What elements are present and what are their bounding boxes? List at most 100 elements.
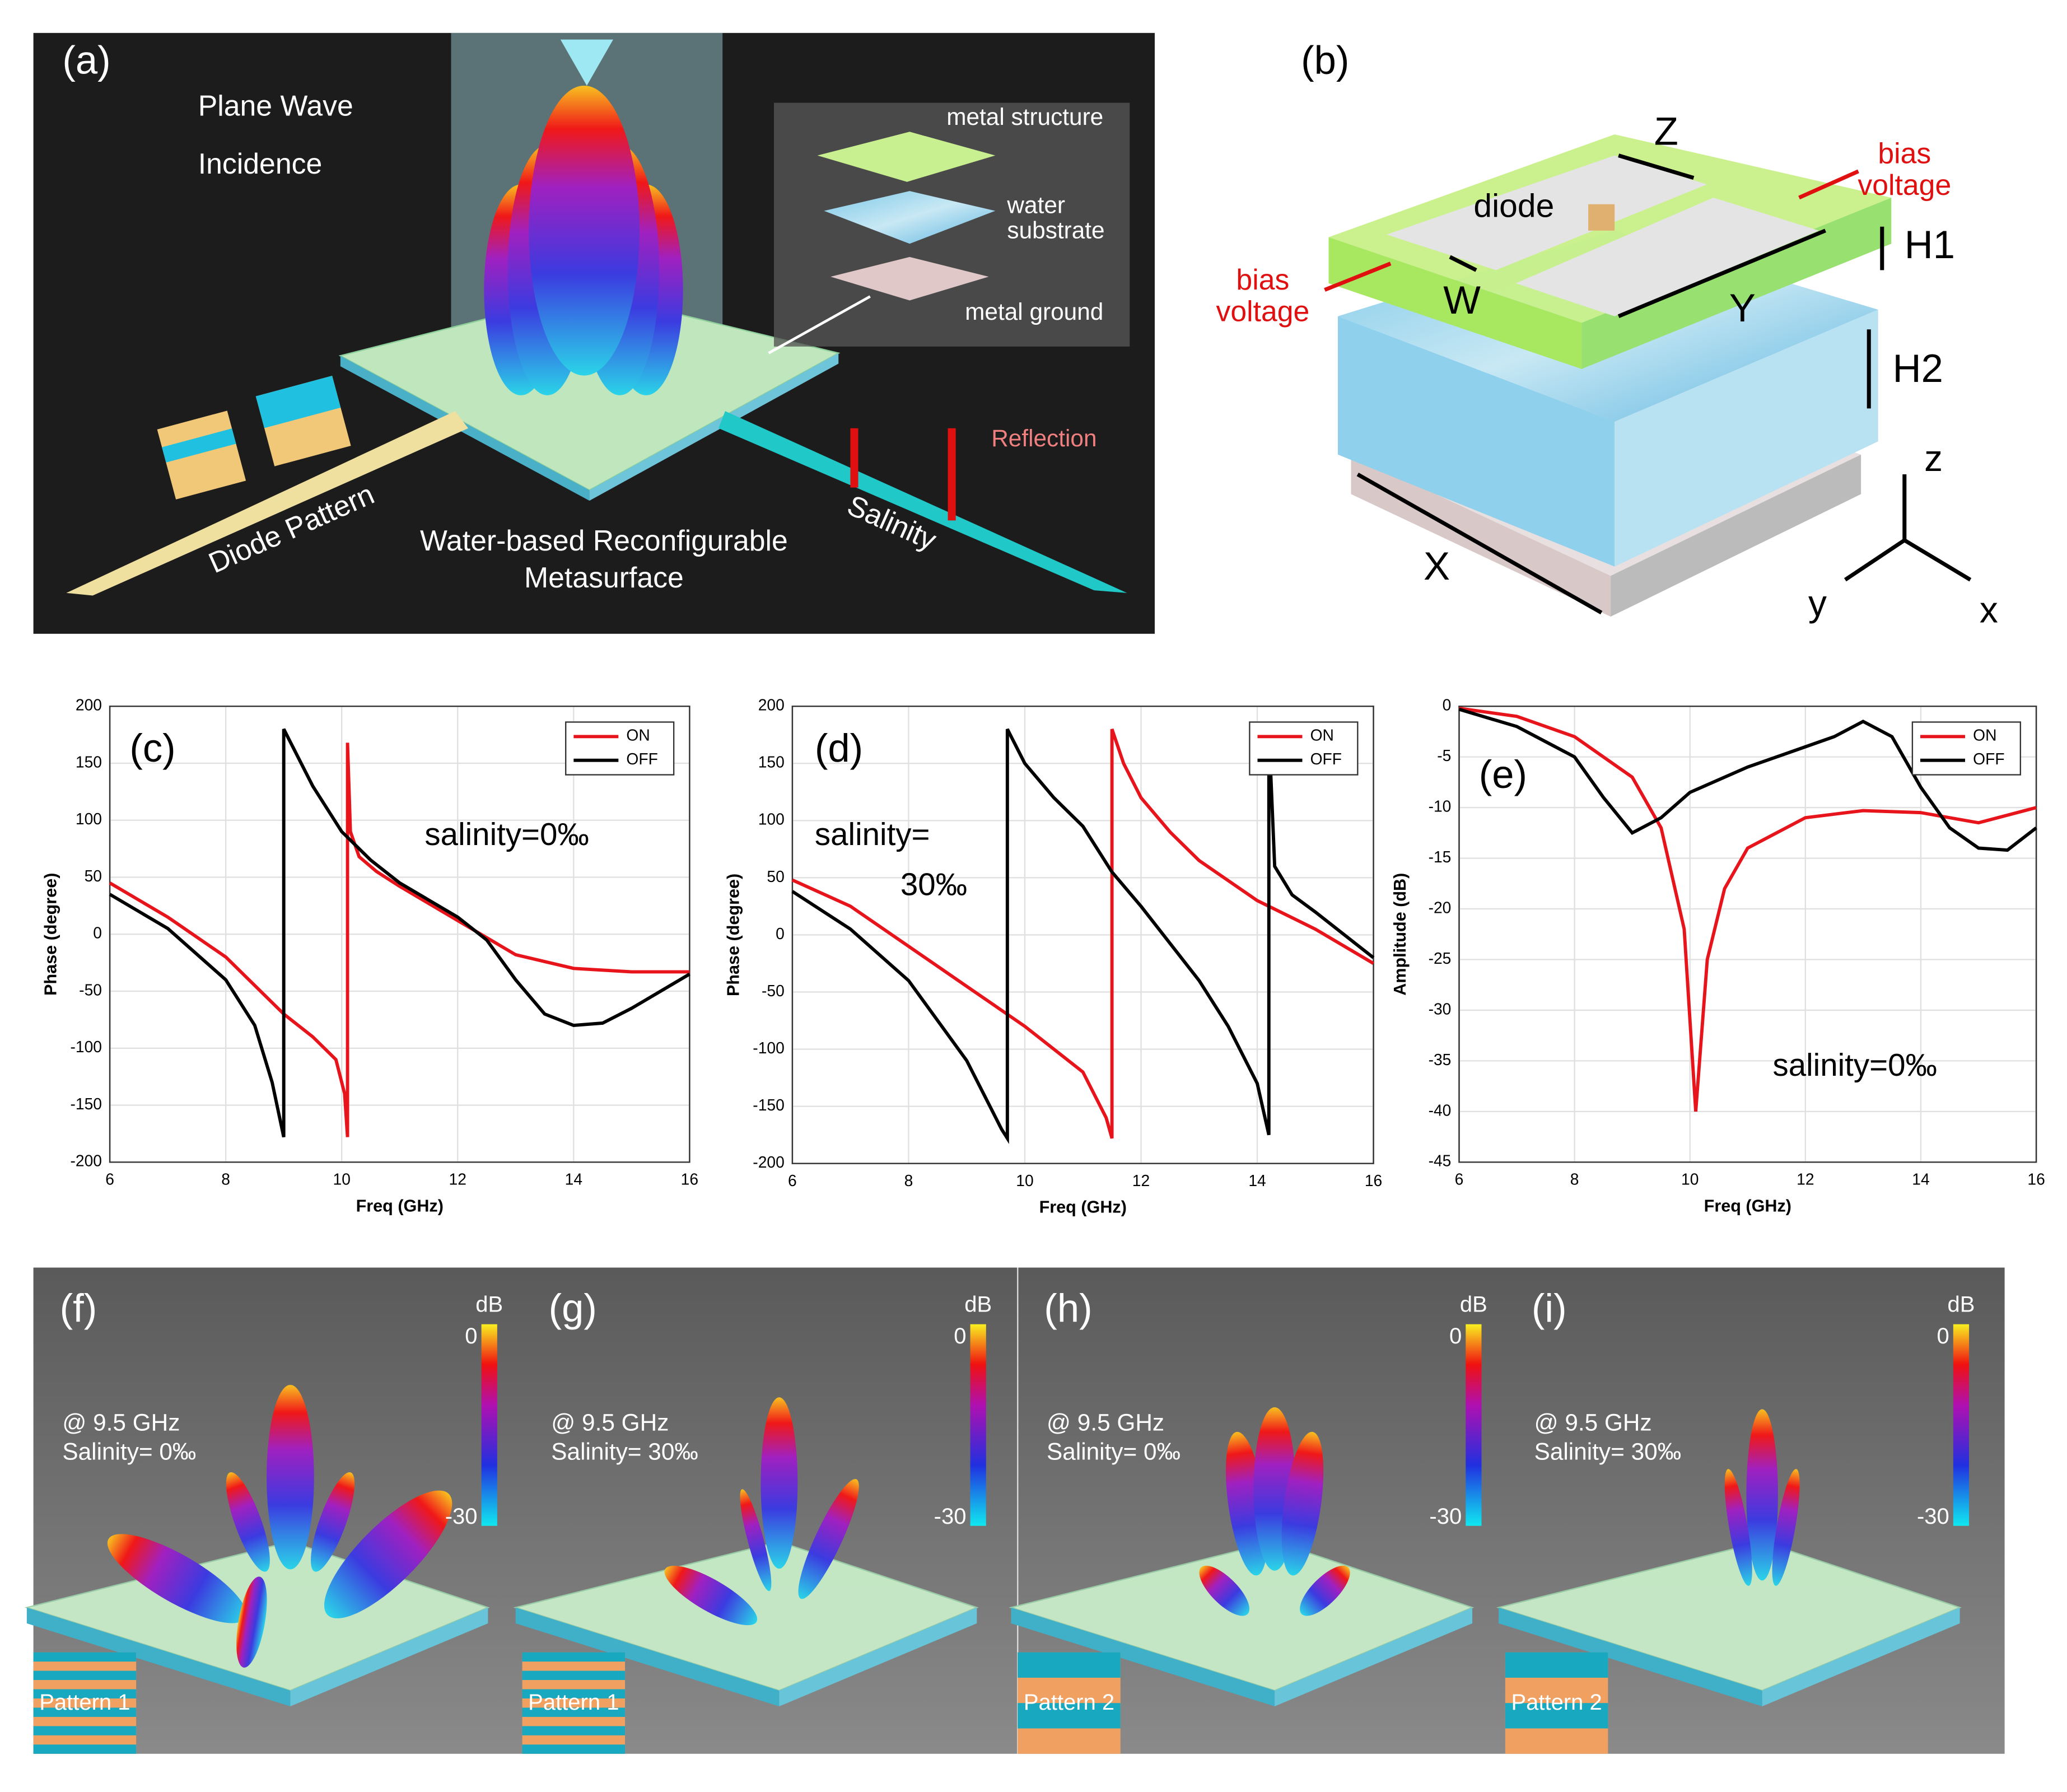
pattern-stripe	[33, 1744, 137, 1754]
bias-arrow	[1798, 169, 1859, 200]
main-lobe	[529, 85, 640, 376]
lobe	[107, 1534, 247, 1623]
plot-frame	[791, 706, 1374, 1164]
water-substrate	[1615, 309, 1878, 567]
y-tick-label: 200	[76, 696, 102, 714]
dimension-label: X	[1424, 544, 1450, 588]
panel-b: (b) Z H1 W Y H2 X diode bias voltage bia…	[1216, 38, 1998, 631]
axis-label: x	[1980, 589, 1998, 631]
colorbar-tick: 0	[1449, 1324, 1462, 1348]
lobe	[1724, 1469, 1752, 1586]
pattern-stripe	[33, 1707, 137, 1717]
colorbar-unit: dB	[1948, 1292, 1975, 1317]
metal-patch	[1387, 155, 1707, 270]
dimension-label: Z	[1654, 109, 1678, 153]
y-tick-label: 50	[85, 867, 102, 885]
bias-label: bias	[1878, 137, 1931, 169]
lobe	[226, 1472, 270, 1572]
pattern-stripe	[33, 1689, 137, 1698]
pattern-stripe	[33, 1652, 137, 1662]
pattern-stripe	[1505, 1703, 1608, 1729]
x-tick-label: 16	[1365, 1172, 1382, 1189]
x-axis-label: Freq (GHz)	[1704, 1196, 1791, 1215]
annotation: Salinity= 0‰	[1047, 1438, 1181, 1464]
colorbar-tick: 0	[465, 1324, 477, 1348]
y-tick-label: 100	[758, 810, 785, 828]
pattern-label: Pattern 2	[1024, 1690, 1114, 1715]
y-axis-label: Phase (degree)	[41, 873, 60, 996]
bias-arrow	[1324, 262, 1392, 292]
colorbar-tick: -30	[1917, 1504, 1949, 1529]
colorbar	[481, 1324, 497, 1526]
y-tick-label: 150	[758, 753, 785, 771]
pattern-stripe	[1505, 1652, 1608, 1678]
legend-box	[1249, 721, 1359, 776]
annotation: Salinity= 30‰	[1534, 1438, 1681, 1464]
ground-plate	[1351, 454, 1611, 617]
x-axis-label: Freq (GHz)	[1039, 1198, 1127, 1217]
colorbar-tick: 0	[1937, 1324, 1949, 1348]
x-tick-label: 14	[1912, 1170, 1929, 1188]
x-tick-label: 10	[1681, 1170, 1699, 1188]
bias-label: voltage	[1216, 295, 1309, 328]
y-tick-label: 0	[776, 925, 785, 942]
metasurface-edge	[1011, 1607, 1275, 1707]
layer-water	[824, 191, 996, 244]
annotation: Reflection	[991, 425, 1097, 451]
bias-label: voltage	[1858, 169, 1951, 201]
lobe	[267, 1384, 314, 1570]
x-tick-label: 10	[1016, 1172, 1033, 1189]
legend-label: OFF	[626, 750, 657, 768]
pattern-label: Pattern 1	[528, 1690, 619, 1715]
pattern-swatch	[33, 1652, 137, 1754]
lobe	[1746, 1409, 1778, 1581]
pattern-stripe	[522, 1744, 626, 1754]
y-tick-label: -15	[1429, 848, 1452, 866]
lobe	[798, 1479, 859, 1599]
diode-pattern-icon	[162, 428, 236, 463]
pattern-stripe	[33, 1726, 137, 1735]
x-tick-label: 6	[105, 1170, 114, 1188]
y-tick-label: 200	[758, 696, 785, 714]
y-tick-label: -10	[1429, 797, 1452, 815]
x-tick-label: 14	[565, 1170, 582, 1188]
lobe	[760, 1397, 798, 1569]
annotation: Salinity= 30‰	[551, 1438, 698, 1464]
colorbar-tick: 0	[954, 1324, 966, 1348]
x-tick-label: 8	[221, 1170, 230, 1188]
dimension-label: Y	[1729, 286, 1756, 330]
green-layer	[1581, 197, 1892, 369]
y-tick-label: -45	[1429, 1152, 1452, 1170]
diode-axis	[66, 411, 469, 596]
x-tick-label: 6	[1455, 1170, 1464, 1188]
y-tick-label: -50	[79, 981, 102, 998]
x-tick-label: 14	[1248, 1172, 1266, 1189]
dimension-arrows	[1356, 153, 1972, 615]
panel-label: (i)	[1532, 1286, 1567, 1330]
colorbar-unit: dB	[475, 1292, 503, 1317]
annotation: salinity=0‰	[424, 816, 589, 852]
colorbar-tick: -30	[1429, 1504, 1462, 1529]
y-axis-label: Amplitude (dB)	[1391, 873, 1410, 996]
annotation: @ 9.5 GHz	[1047, 1410, 1164, 1436]
legend-box	[1911, 721, 2022, 776]
colorbar-tick: -30	[934, 1504, 967, 1529]
water-substrate	[1338, 316, 1615, 567]
legend-label: ON	[1310, 726, 1334, 744]
lobe	[311, 1472, 355, 1572]
bias-label: bias	[1236, 263, 1289, 296]
panel-label: (c)	[129, 726, 175, 770]
salinity-axis	[718, 411, 1127, 593]
pattern-stripe	[1018, 1652, 1121, 1678]
diode-pattern-icon	[255, 376, 341, 428]
panel-label: (g)	[549, 1286, 597, 1330]
y-tick-label: -200	[753, 1153, 784, 1171]
annotation: Plane Wave	[198, 90, 353, 122]
green-layer	[1328, 237, 1582, 369]
metasurface-edge	[1762, 1607, 1960, 1707]
lobe	[1300, 1565, 1350, 1616]
colorbar	[970, 1324, 986, 1526]
plot-area	[1458, 706, 2037, 1163]
